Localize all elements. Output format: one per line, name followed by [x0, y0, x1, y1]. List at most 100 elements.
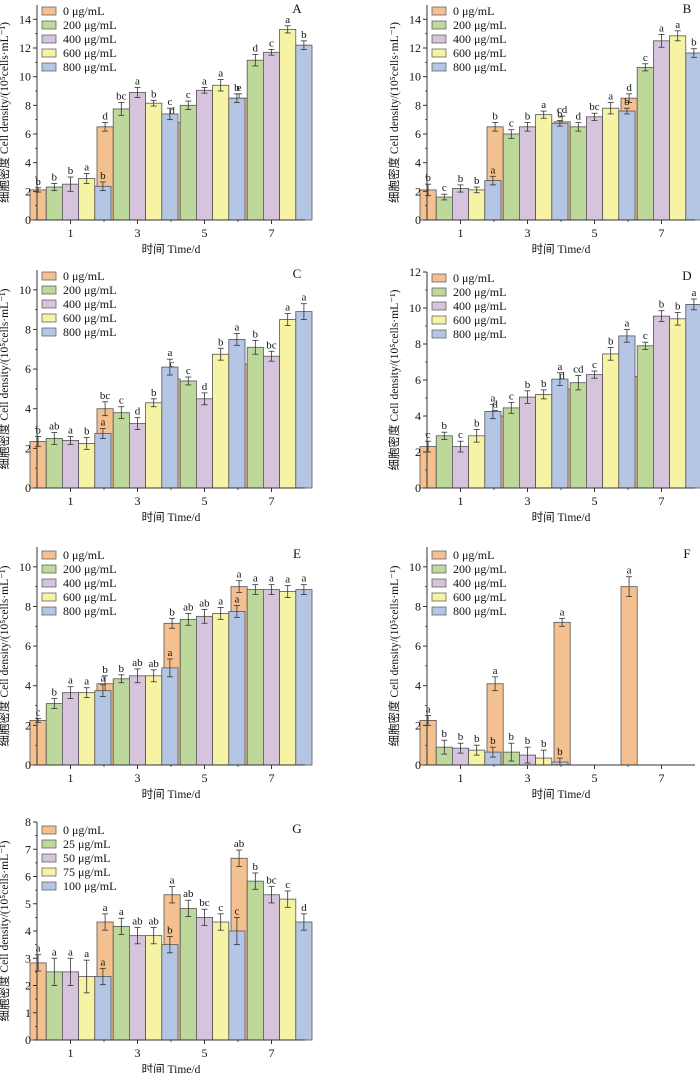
- significance-label: ab: [199, 597, 210, 609]
- significance-label: b: [119, 663, 125, 675]
- y-tick-label: 4: [25, 679, 31, 693]
- bar: [161, 366, 179, 489]
- significance-label: e: [237, 82, 242, 94]
- bar: [452, 446, 470, 489]
- bar: [45, 186, 63, 221]
- bar: [262, 355, 280, 489]
- x-tick-label: 1: [68, 1046, 74, 1060]
- bar: [228, 97, 246, 221]
- significance-label: d: [626, 82, 632, 94]
- significance-label: b: [474, 733, 480, 745]
- legend-label: 75 μg/mL: [63, 865, 110, 879]
- bar: [262, 51, 280, 221]
- bar: [618, 335, 636, 489]
- legend-label: 0 μg/mL: [63, 823, 104, 837]
- legend-swatch: [41, 299, 57, 309]
- significance-label: ab: [183, 601, 194, 613]
- significance-label: ab: [183, 888, 194, 900]
- bar: [94, 976, 112, 1041]
- bar: [551, 378, 569, 489]
- bar: [128, 935, 146, 1041]
- x-axis-title: 时间 Time/d: [532, 788, 591, 801]
- legend-swatch: [41, 34, 57, 44]
- significance-label: a: [560, 606, 565, 618]
- bar: [112, 925, 130, 1041]
- legend-label: 800 μg/mL: [453, 60, 506, 74]
- significance-label: a: [608, 90, 613, 102]
- y-axis-title: 细胞密度 Cell density/(10⁵cells·mL⁻¹): [0, 840, 11, 1021]
- x-tick-label: 3: [135, 226, 141, 240]
- x-tick-label: 7: [659, 494, 665, 508]
- y-tick-label: 4: [415, 156, 421, 170]
- significance-label: b: [525, 735, 531, 747]
- panel-letter: E: [293, 546, 301, 561]
- chart-panel-d: cdddbccdccbcbbbbbaaaa0246810121357时间 Tim…: [387, 265, 700, 524]
- significance-label: a: [691, 287, 696, 299]
- y-axis-title: 细胞密度 Cell density/(10⁵cells·mL⁻¹): [387, 565, 401, 746]
- bar: [94, 185, 112, 221]
- y-tick-label: 2: [25, 441, 31, 455]
- legend-label: 400 μg/mL: [63, 32, 116, 46]
- significance-label: c: [509, 118, 514, 130]
- bar: [585, 116, 603, 221]
- bar: [212, 84, 230, 221]
- significance-label: b: [490, 735, 496, 747]
- bar: [435, 435, 453, 489]
- legend-label: 800 μg/mL: [63, 60, 116, 74]
- significance-label: a: [541, 99, 546, 111]
- significance-label: b: [102, 664, 108, 676]
- legend-swatch: [431, 606, 447, 616]
- y-tick-label: 6: [25, 870, 31, 884]
- significance-label: b: [509, 731, 515, 743]
- significance-label: c: [167, 96, 172, 108]
- panel-letter: D: [682, 268, 691, 283]
- significance-label: b: [624, 96, 630, 108]
- legend-swatch: [431, 315, 447, 325]
- bar: [636, 345, 654, 489]
- significance-label: c: [592, 359, 597, 371]
- significance-label: b: [458, 173, 464, 185]
- x-tick-label: 3: [135, 771, 141, 785]
- legend-swatch: [431, 287, 447, 297]
- bar: [112, 108, 130, 221]
- y-tick-label: 8: [25, 98, 31, 112]
- y-tick-label: 6: [415, 639, 421, 653]
- x-tick-label: 3: [135, 494, 141, 508]
- x-tick-label: 1: [458, 226, 464, 240]
- significance-label: a: [624, 318, 629, 330]
- significance-label: b: [557, 746, 563, 758]
- significance-label: b: [52, 687, 58, 699]
- significance-label: d: [169, 105, 175, 117]
- y-tick-label: 2: [415, 718, 421, 732]
- y-tick-label: 10: [409, 70, 421, 84]
- y-tick-label: 12: [19, 41, 31, 55]
- y-tick-label: 12: [409, 41, 421, 55]
- significance-label: ab: [132, 915, 143, 927]
- legend-swatch: [41, 592, 57, 602]
- bar: [279, 319, 297, 489]
- bar: [45, 703, 63, 766]
- panel-letter: G: [292, 821, 301, 836]
- bar: [262, 894, 280, 1041]
- significance-label: c: [170, 358, 175, 370]
- significance-label: c: [458, 429, 463, 441]
- x-tick-label: 5: [592, 226, 598, 240]
- y-tick-label: 0: [25, 1033, 31, 1047]
- significance-label: a: [237, 569, 242, 581]
- significance-label: b: [525, 111, 531, 123]
- y-tick-label: 10: [19, 560, 31, 574]
- legend-label: 600 μg/mL: [453, 46, 506, 60]
- bar: [669, 35, 687, 221]
- significance-label: bc: [116, 90, 127, 102]
- legend-swatch: [41, 606, 57, 616]
- bar: [685, 52, 700, 221]
- significance-label: c: [119, 395, 124, 407]
- significance-label: b: [35, 176, 41, 188]
- legend-swatch: [431, 301, 447, 311]
- bar: [161, 944, 179, 1041]
- bar: [419, 446, 437, 489]
- significance-label: b: [35, 424, 41, 436]
